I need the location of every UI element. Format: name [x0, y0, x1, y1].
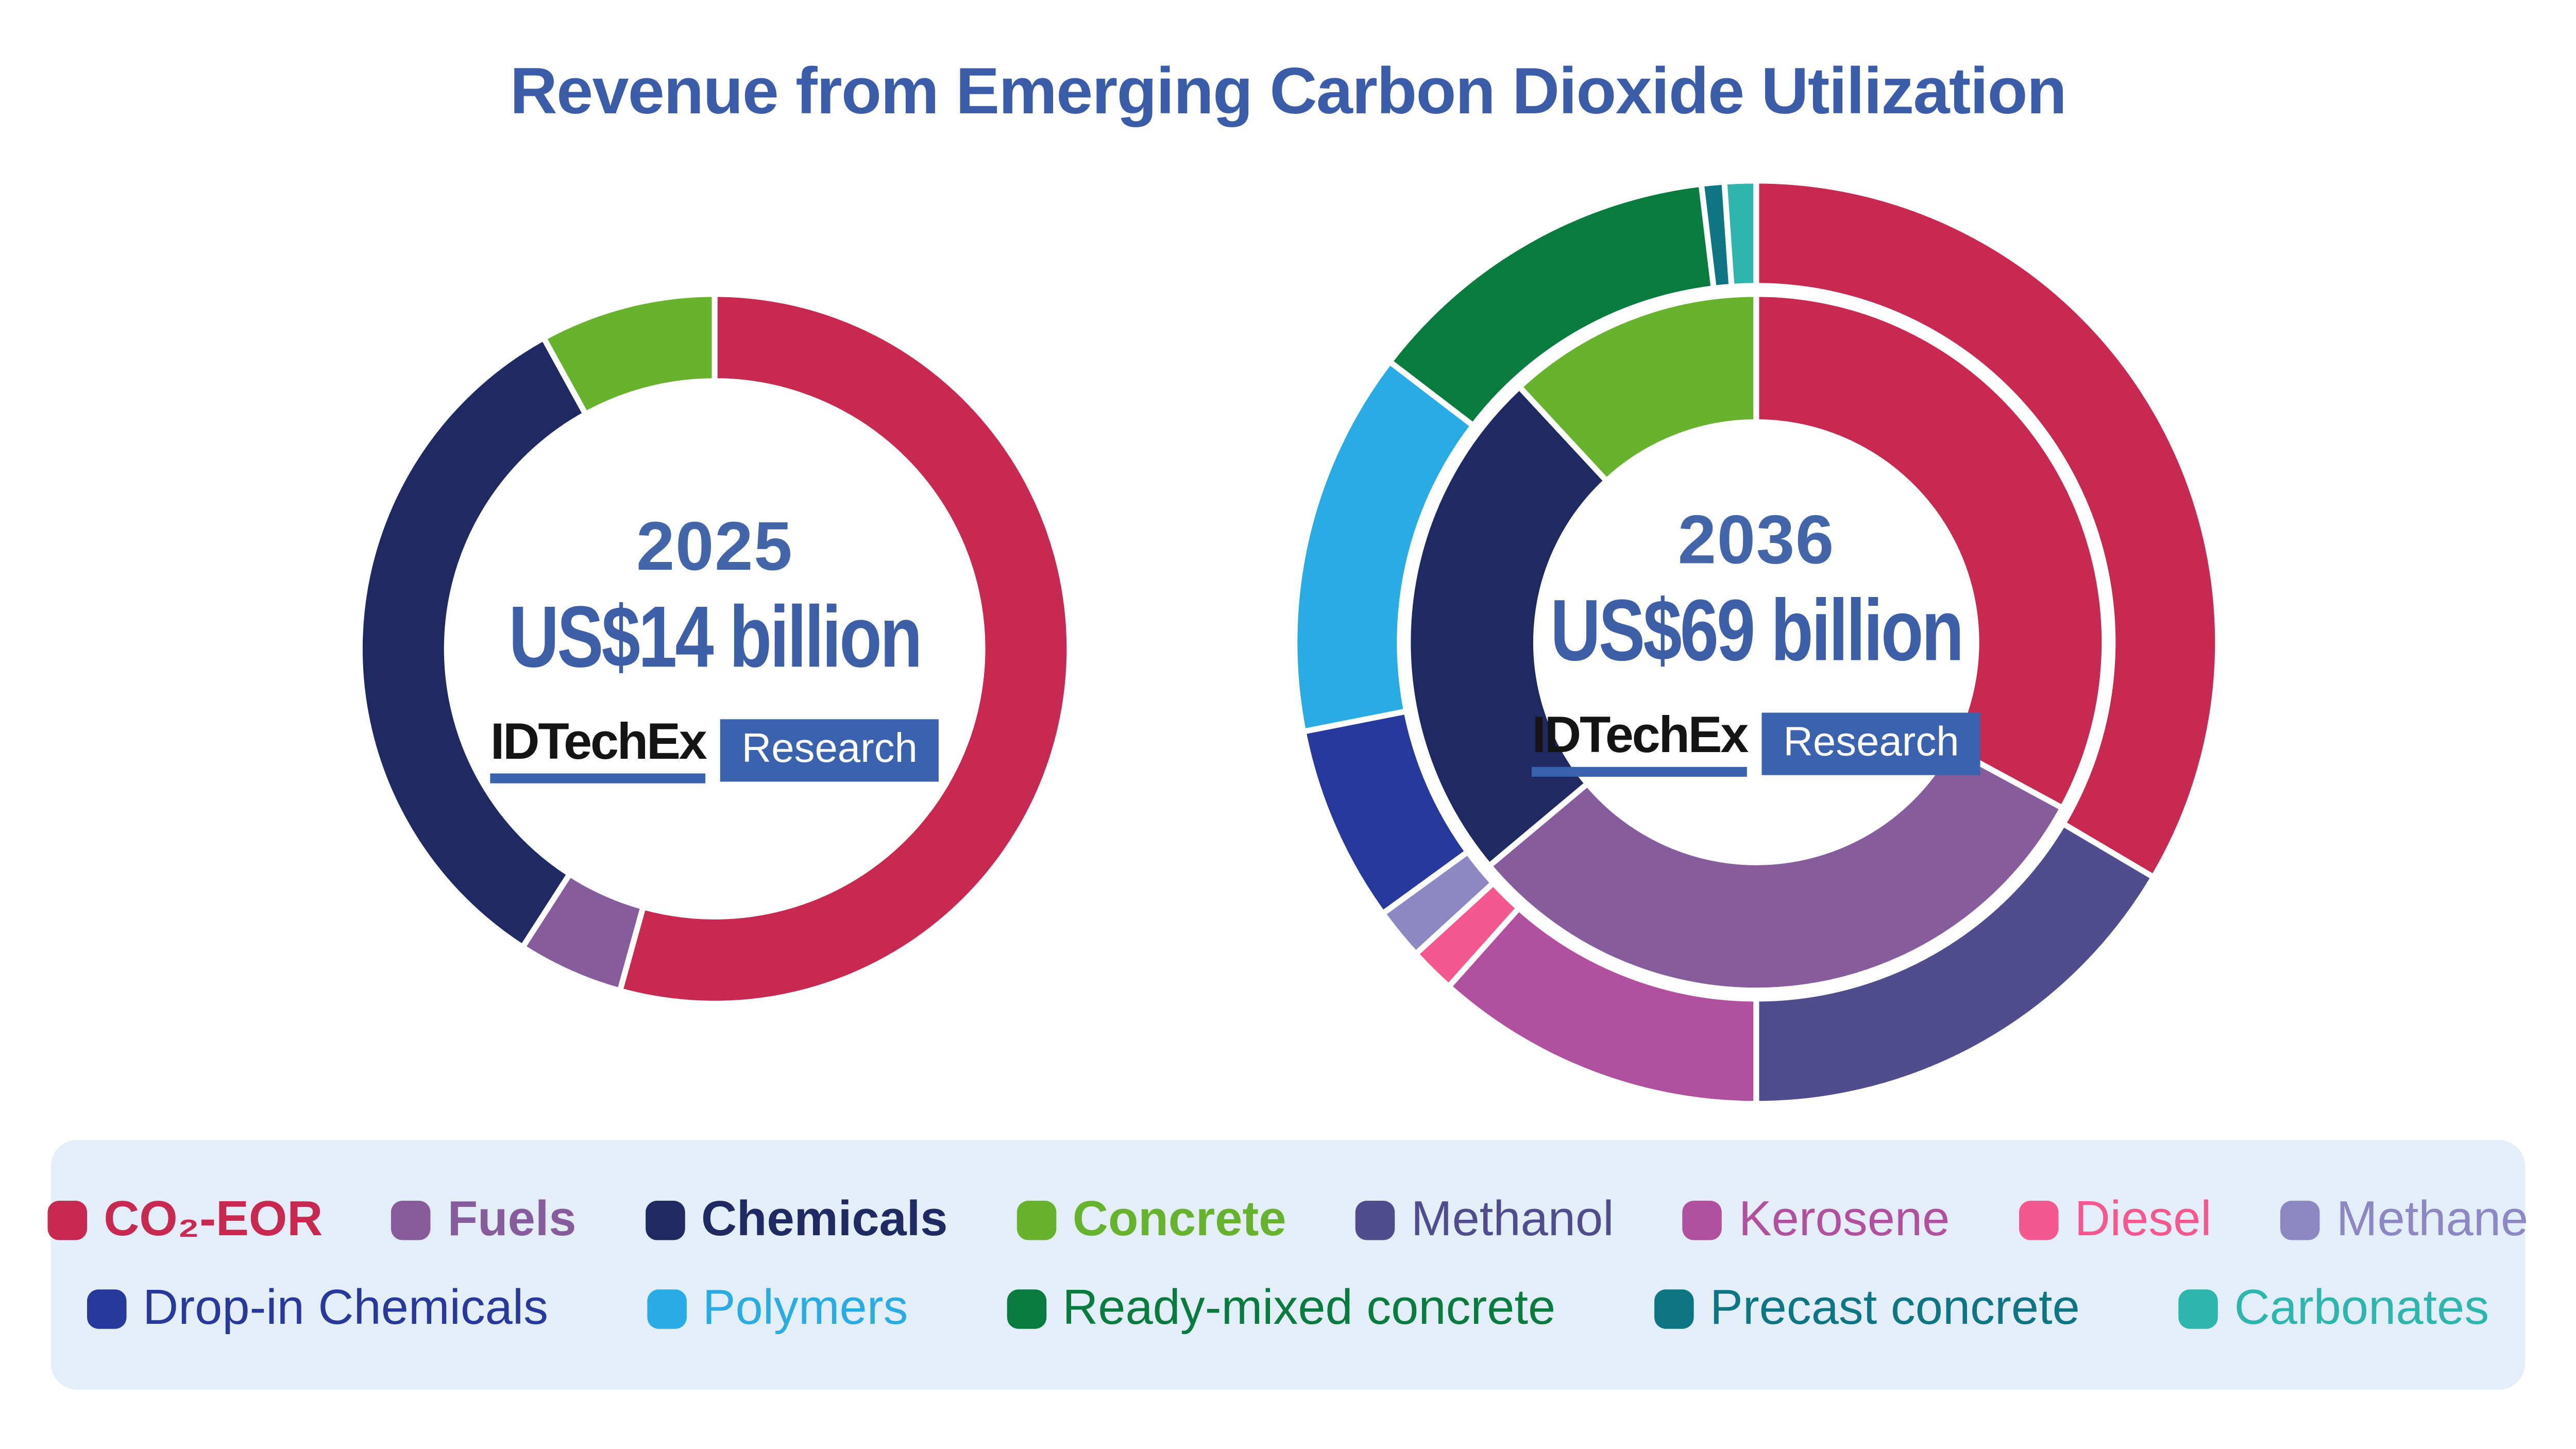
donut-2025-segment-concrete — [540, 291, 718, 417]
legend-swatch-ready-mixed-concrete — [1006, 1289, 1046, 1329]
legend-row-1: CO₂-EOR Fuels Chemicals Concrete Methanol Ker… — [47, 1192, 2528, 1247]
legend-item-carbonates: Carbonates — [2178, 1281, 2489, 1336]
legend: CO₂-EOR Fuels Chemicals Concrete Methanol Ker… — [47, 1140, 2528, 1390]
legend-swatch-diesel — [2019, 1200, 2058, 1240]
donut-2036-inner-segment-co2-eor — [1753, 291, 2108, 811]
legend-swatch-chemicals — [645, 1200, 685, 1240]
legend-swatch-co2-eor — [47, 1200, 88, 1240]
legend-swatch-fuels — [392, 1200, 431, 1240]
legend-label-polymers: Polymers — [702, 1281, 908, 1336]
legend-label-drop-in-chemicals: Drop-in Chemicals — [143, 1281, 549, 1336]
legend-label-methane: Methane — [2336, 1192, 2529, 1247]
legend-swatch-drop-in-chemicals — [87, 1289, 127, 1329]
legend-item-ready-mixed-concrete: Ready-mixed concrete — [1006, 1281, 1556, 1336]
legend-swatch-precast-concrete — [1654, 1289, 1694, 1329]
legend-label-diesel: Diesel — [2074, 1192, 2212, 1247]
donut-2036-inner-segment-fuels — [1486, 744, 2065, 994]
legend-row-2: Drop-in Chemicals Polymers Ready-mixed con… — [51, 1281, 2525, 1336]
legend-item-precast-concrete: Precast concrete — [1654, 1281, 2080, 1336]
donut-2036-inner-segment-chemicals — [1405, 384, 1609, 869]
donut-2036-outer-segment-co2-eor — [1753, 178, 2221, 880]
legend-label-fuels: Fuels — [447, 1192, 577, 1247]
legend-item-diesel: Diesel — [2019, 1192, 2212, 1247]
legend-item-chemicals: Chemicals — [645, 1192, 948, 1247]
legend-label-co2-eor: CO₂-EOR — [104, 1192, 323, 1247]
legend-swatch-kerosene — [1683, 1200, 1722, 1240]
legend-item-polymers: Polymers — [647, 1281, 908, 1336]
legend-swatch-concrete — [1016, 1200, 1056, 1240]
legend-swatch-polymers — [647, 1289, 686, 1329]
donut-2036-outer-segment-methanol — [1753, 821, 2157, 1107]
legend-swatch-methanol — [1355, 1200, 1395, 1240]
legend-item-methane: Methane — [2280, 1192, 2529, 1247]
legend-label-chemicals: Chemicals — [701, 1192, 948, 1247]
page-title: Revenue from Emerging Carbon Dioxide Uti… — [510, 56, 2067, 128]
legend-item-drop-in-chemicals: Drop-in Chemicals — [87, 1281, 549, 1336]
legend-item-co2-eor: CO₂-EOR — [47, 1192, 323, 1247]
donut-2036-inner-segment-concrete — [1516, 291, 1759, 484]
legend-label-methanol: Methanol — [1411, 1192, 1614, 1247]
legend-swatch-methane — [2280, 1200, 2320, 1240]
legend-item-kerosene: Kerosene — [1683, 1192, 1950, 1247]
legend-item-methanol: Methanol — [1355, 1192, 1614, 1247]
legend-label-carbonates: Carbonates — [2234, 1281, 2489, 1336]
legend-label-kerosene: Kerosene — [1738, 1192, 1950, 1247]
legend-item-concrete: Concrete — [1016, 1192, 1286, 1247]
legend-label-precast-concrete: Precast concrete — [1710, 1281, 2080, 1336]
legend-item-fuels: Fuels — [392, 1192, 577, 1247]
legend-label-ready-mixed-concrete: Ready-mixed concrete — [1062, 1281, 1556, 1336]
donut-2025-segment-co2-eor — [617, 291, 1073, 1007]
legend-label-concrete: Concrete — [1072, 1192, 1286, 1247]
donut-2025-segment-chemicals — [357, 335, 589, 950]
legend-swatch-carbonates — [2178, 1289, 2218, 1329]
donut-2036-outer-segment-carbonates — [1721, 178, 1759, 290]
